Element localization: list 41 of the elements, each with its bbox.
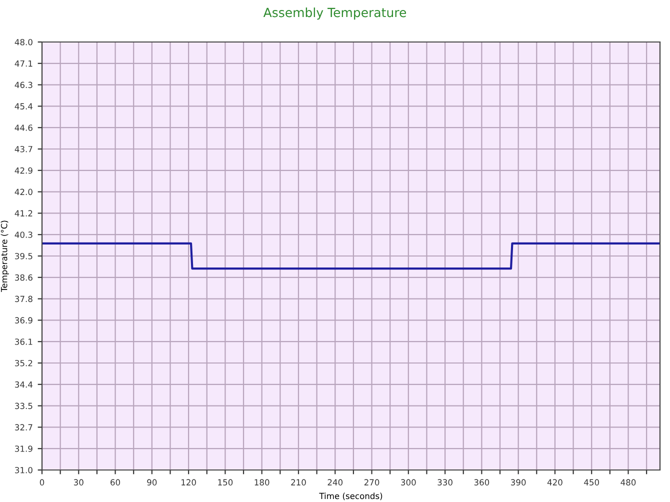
x-tick-label: 150	[218, 479, 233, 486]
y-tick-label: 31.0	[15, 466, 32, 474]
y-tick-label: 38.6	[15, 274, 32, 281]
y-tick-label: 43.7	[14, 146, 32, 152]
y-tick-label: 36.1	[15, 338, 32, 345]
x-tick-label: 450	[584, 479, 600, 486]
y-tick-label: 41.2	[14, 210, 32, 216]
x-tick-label: 120	[182, 479, 196, 486]
x-axis-title: Time (seconds)	[319, 492, 382, 500]
y-tick-label: 33.5	[15, 402, 32, 410]
x-tick-label: 480	[620, 479, 636, 486]
x-tick-label: 90	[147, 479, 157, 486]
x-tick-label: 420	[547, 479, 562, 486]
y-tick-label: 48.0	[14, 38, 32, 46]
x-tick-label: 60	[110, 479, 120, 486]
y-tick-label: 37.8	[15, 296, 32, 302]
x-tick-label: 300	[401, 479, 416, 486]
y-tick-label: 36.9	[15, 317, 32, 324]
x-tick-label: 360	[474, 479, 490, 486]
y-tick-label: 40.3	[14, 232, 32, 238]
x-tick-label: 270	[364, 479, 380, 486]
x-tick-label: 30	[74, 479, 84, 486]
x-tick-label: 180	[254, 479, 270, 486]
y-tick-label: 45.4	[14, 103, 33, 110]
y-tick-label: 31.9	[15, 446, 32, 452]
chart-title: Assembly Temperature	[263, 8, 406, 20]
y-tick-label: 47.1	[14, 60, 32, 67]
y-axis-title: Temperature (°C)	[0, 220, 9, 292]
y-tick-label: 42.0	[14, 188, 32, 196]
x-tick-label: 390	[511, 479, 526, 486]
y-tick-label: 44.6	[14, 124, 32, 131]
x-tick-label: 330	[438, 479, 452, 486]
y-tick-label: 39.5	[15, 252, 32, 260]
y-tick-label: 34.4	[15, 381, 33, 388]
y-tick-label: 32.7	[15, 424, 32, 430]
x-tick-label: 240	[328, 479, 343, 486]
y-tick-label: 35.2	[15, 360, 32, 366]
y-tick-label: 42.9	[14, 167, 32, 174]
x-tick-label: 210	[291, 479, 306, 486]
y-tick-label: 46.3	[14, 82, 32, 88]
x-tick-label: 0	[40, 479, 44, 486]
